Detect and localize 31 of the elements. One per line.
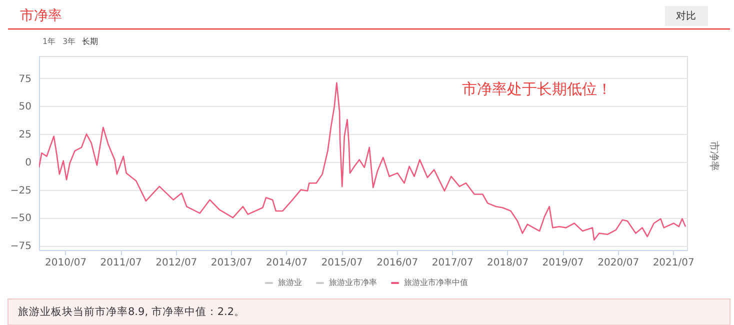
y-tick-label: −25 [10, 185, 32, 196]
text: 对比 [676, 10, 696, 22]
x-tick-label: 2012/07 [156, 258, 198, 268]
x-tick-label: 2020/07 [598, 258, 640, 268]
text: 1年 [42, 37, 56, 46]
x-tick-label: 2015/07 [321, 258, 363, 268]
x-tick-label: 2011/07 [100, 258, 142, 268]
text: 3年 [62, 37, 76, 46]
x-tick-label: 2014/07 [266, 258, 308, 268]
text: 长期 [82, 37, 98, 46]
y-tick-label: 75 [18, 74, 32, 85]
annotation: 市净率处于长期低位！ [462, 81, 612, 98]
x-tick-label: 2013/07 [210, 258, 252, 268]
legend-label: 旅游业市净率中值 [404, 278, 468, 287]
x-tick-label: 2018/07 [487, 258, 529, 268]
y-tick-label: 25 [18, 130, 32, 141]
x-tick-label: 2021/07 [652, 258, 694, 268]
line-series [39, 82, 686, 241]
y-tick-label: −75 [10, 241, 32, 252]
legend-label: 旅游业 [278, 278, 302, 287]
legend-label: 旅游业市净率 [329, 278, 377, 287]
x-tick-label: 2017/07 [432, 258, 474, 268]
text: 旅游业板块当前市净率8.9, 市净率中值：2.2。 [18, 305, 246, 318]
y-tick-label: 0 [25, 157, 32, 168]
y-axis-title: 市净率 [708, 141, 720, 171]
y-tick-label: 50 [18, 102, 32, 113]
x-tick-label: 2019/07 [542, 258, 584, 268]
chart-title: 市净率 [20, 8, 62, 24]
x-tick-label: 2016/07 [376, 258, 418, 268]
x-tick-label: 2010/07 [45, 258, 87, 268]
y-tick-label: −50 [10, 213, 32, 224]
